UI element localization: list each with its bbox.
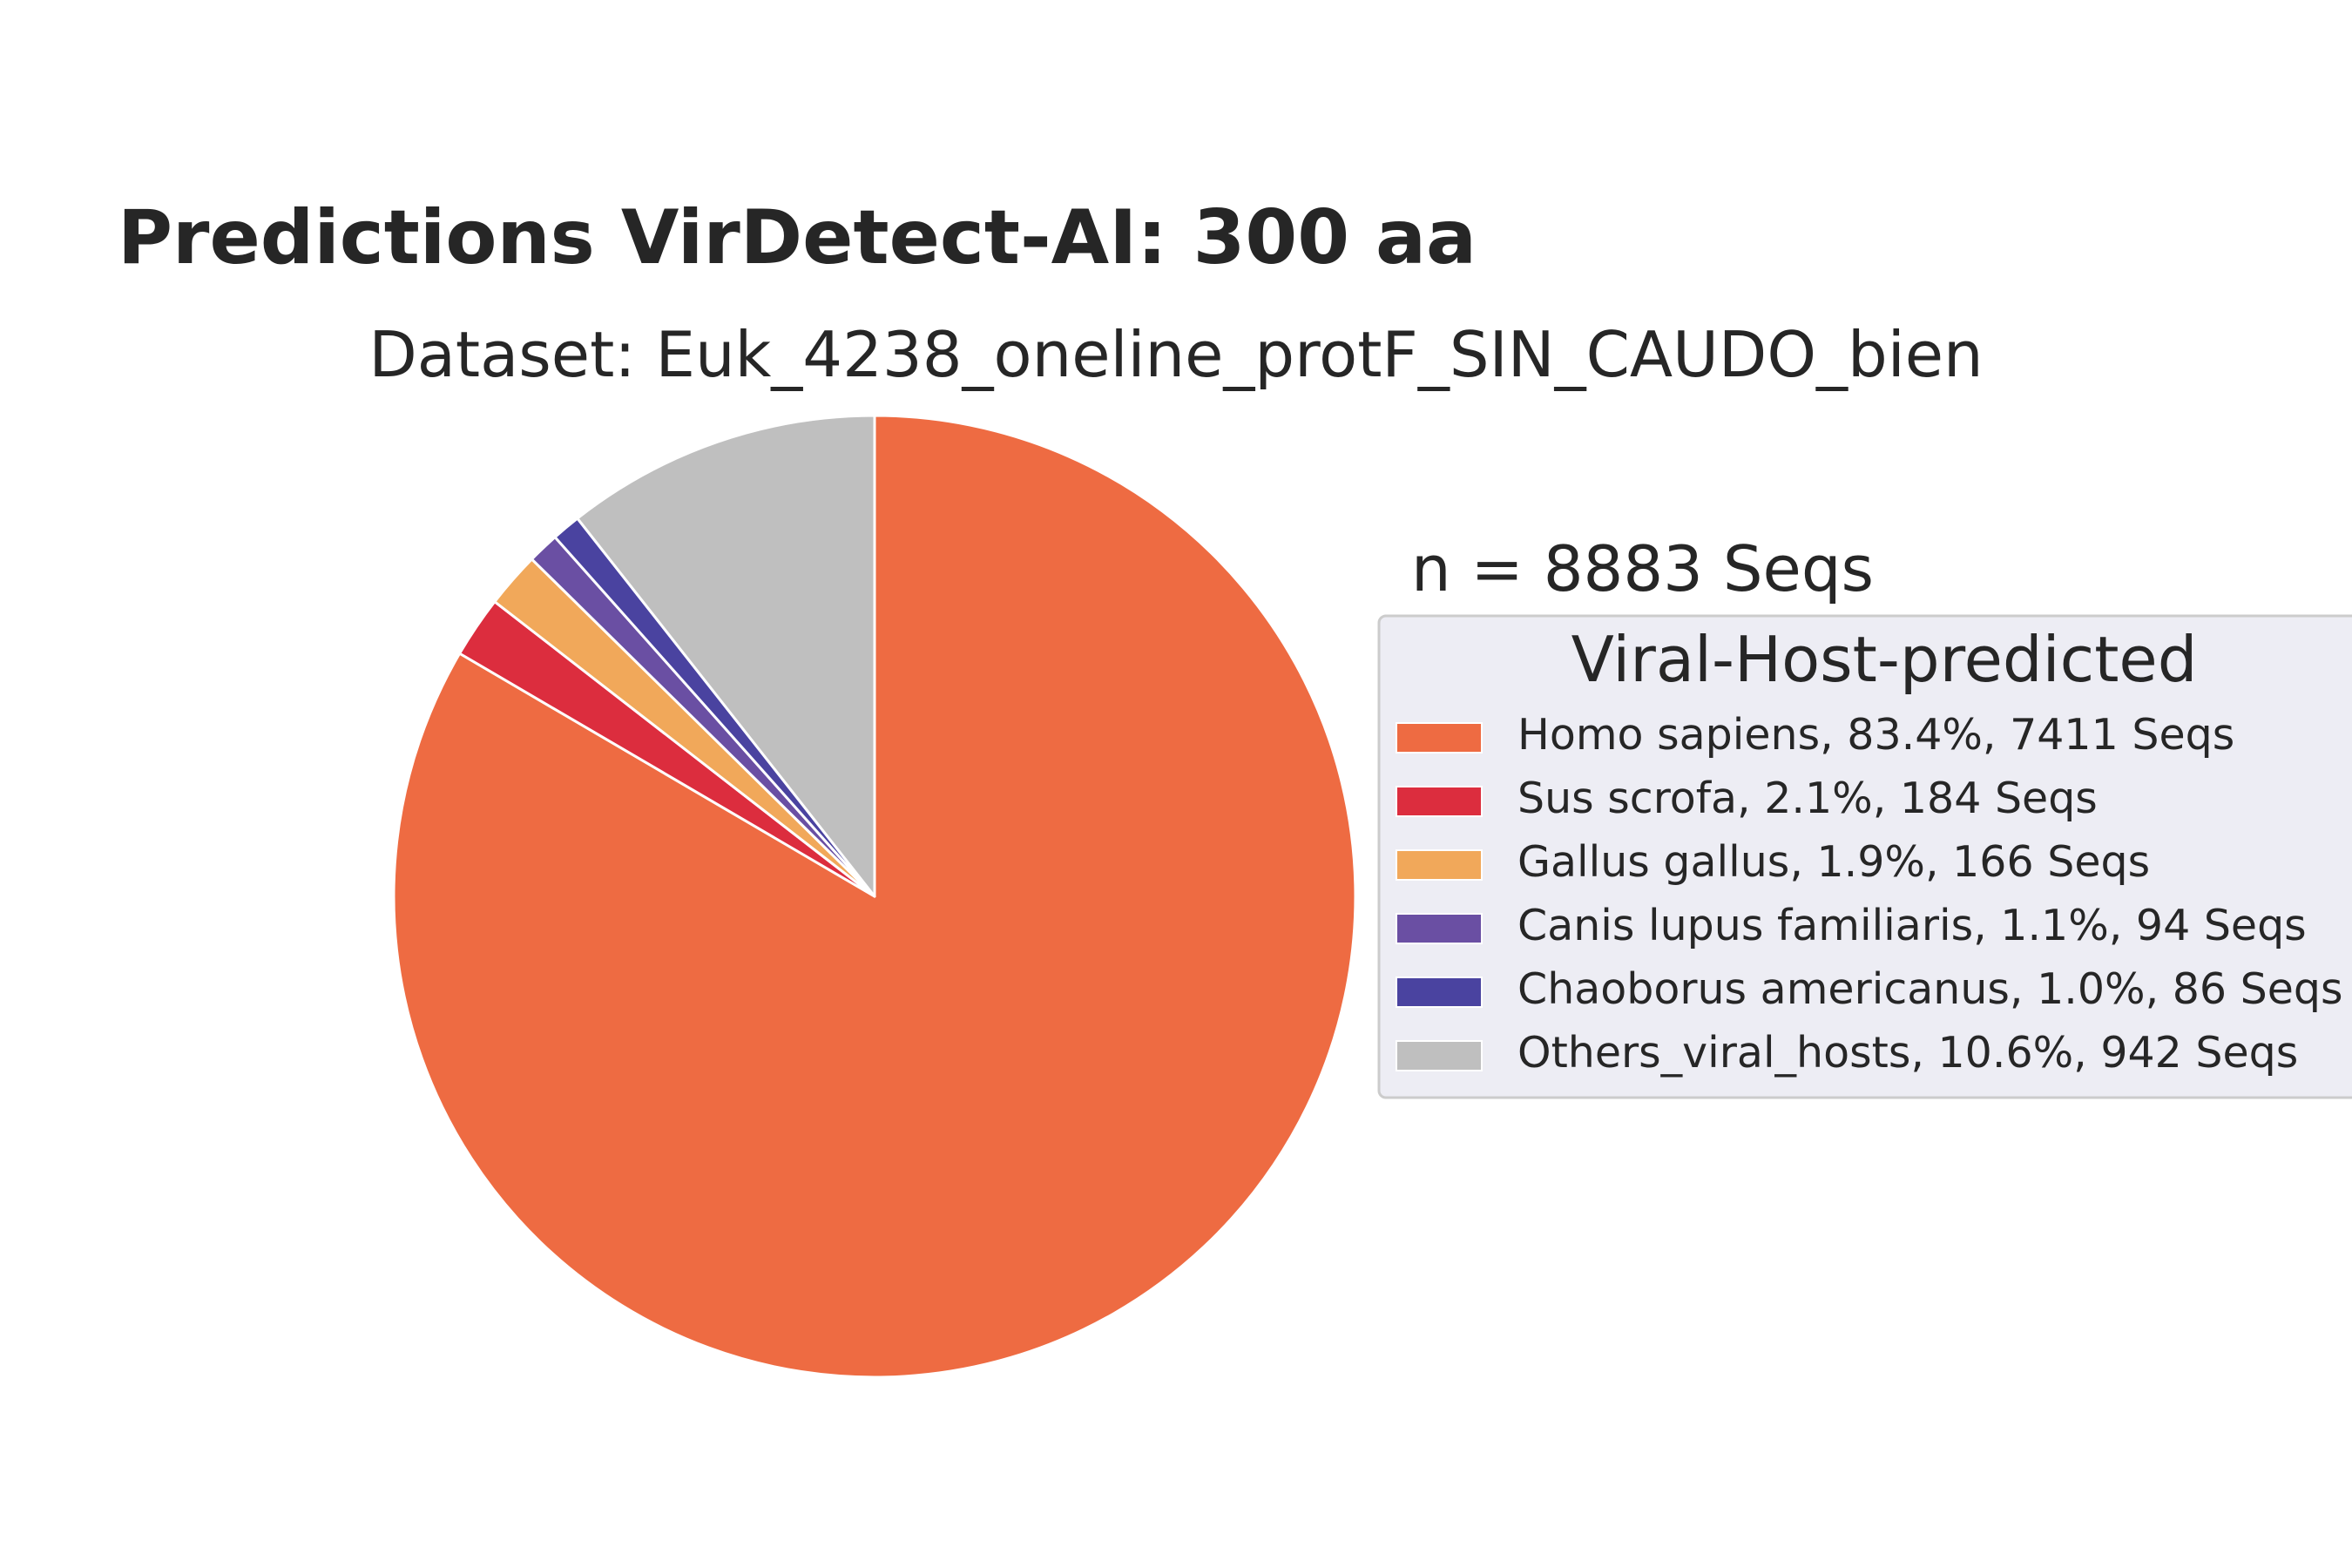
legend-label-gallus-gallus: Gallus gallus, 1.9%, 166 Seqs <box>1517 837 2150 887</box>
pie-slice-homo-sapiens <box>392 414 1357 1379</box>
legend-box <box>1377 614 2352 1099</box>
legend-label-sus-scrofa: Sus scrofa, 2.1%, 184 Seqs <box>1517 774 2098 823</box>
pie <box>392 414 1357 1379</box>
legend-label-homo-sapiens: Homo sapiens, 83.4%, 7411 Seqs <box>1517 710 2234 760</box>
legend-label-canis-lupus-familiaris: Canis lupus familiaris, 1.1%, 94 Seqs <box>1517 901 2307 950</box>
legend-label-others-viral-hosts: Others_viral_hosts, 10.6%, 942 Seqs <box>1517 1028 2298 1078</box>
chart-subtitle: Dataset: Euk_4238_oneline_protF_SIN_CAUD… <box>368 318 1983 391</box>
legend-swatch-gallus-gallus <box>1396 849 1483 881</box>
legend-swatch-others-viral-hosts <box>1396 1040 1483 1071</box>
legend: Viral-Host-predicted Homo sapiens, 83.4%… <box>1377 614 2352 1099</box>
legend-swatch-chaoborus-americanus <box>1396 977 1483 1008</box>
legend-title: Viral-Host-predicted <box>1571 623 2198 696</box>
chart-title: Predictions VirDetect-AI: 300 aa <box>118 194 1477 281</box>
legend-label-chaoborus-americanus: Chaoborus americanus, 1.0%, 86 Seqs <box>1517 964 2343 1014</box>
sample-count-label: n = 8883 Seqs <box>1411 532 1874 605</box>
pie-slice-others-viral-hosts <box>576 414 876 898</box>
legend-entries: Homo sapiens, 83.4%, 7411 Seqs Sus scrofa… <box>1396 710 2343 1078</box>
legend-swatch-canis-lupus-familiaris <box>1396 913 1483 944</box>
legend-swatch-sus-scrofa <box>1396 786 1483 817</box>
legend-swatch-homo-sapiens <box>1396 722 1483 754</box>
